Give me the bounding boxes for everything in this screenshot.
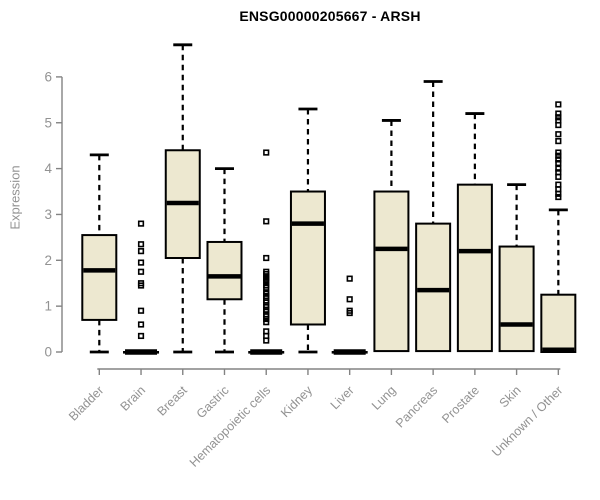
boxplot-gastric bbox=[206, 167, 243, 354]
outlier-point bbox=[263, 279, 270, 286]
x-category-label: Pancreas bbox=[393, 383, 440, 430]
outlier-point bbox=[263, 254, 270, 262]
boxplot-unknown-other bbox=[540, 101, 577, 353]
x-category-label: Kidney bbox=[278, 383, 315, 420]
outlier-point bbox=[346, 275, 353, 282]
iqr-box bbox=[540, 293, 577, 353]
outlier-point bbox=[346, 309, 353, 317]
iqr-box bbox=[415, 222, 452, 353]
outlier-point bbox=[555, 173, 562, 180]
y-tick-label: 6 bbox=[44, 69, 52, 84]
boxplot-hematopoietic-cells bbox=[248, 149, 285, 355]
x-category-label: Liver bbox=[328, 383, 357, 412]
outlier-point bbox=[555, 131, 562, 138]
iqr-box bbox=[498, 245, 535, 353]
boxplot-liver bbox=[331, 275, 368, 355]
x-category-label: Bladder bbox=[66, 383, 106, 423]
outlier-point bbox=[137, 259, 145, 266]
x-category-label: Unknown / Other bbox=[489, 383, 565, 459]
outlier-point bbox=[137, 268, 145, 275]
boxplot-brain bbox=[123, 220, 160, 355]
boxplot-pancreas bbox=[415, 80, 452, 353]
x-category-label: Breast bbox=[154, 383, 190, 419]
outlier-point bbox=[137, 307, 145, 314]
outlier-point bbox=[555, 110, 562, 117]
outlier-point bbox=[555, 152, 562, 159]
iqr-box bbox=[373, 190, 410, 353]
outlier-point bbox=[137, 248, 145, 255]
x-category-label: Gastric bbox=[194, 383, 232, 421]
boxplot-bladder bbox=[81, 153, 118, 354]
x-category-label: Brain bbox=[118, 383, 149, 414]
outlier-point bbox=[263, 337, 270, 344]
y-tick-label: 2 bbox=[44, 253, 52, 268]
boxplot-prostate bbox=[456, 112, 493, 353]
outlier-point bbox=[137, 282, 145, 289]
iqr-box bbox=[289, 190, 326, 326]
iqr-box bbox=[456, 183, 493, 353]
iqr-box bbox=[206, 240, 243, 301]
x-category-label: Lung bbox=[369, 383, 399, 413]
y-tick-label: 3 bbox=[44, 207, 52, 222]
y-tick-label: 1 bbox=[44, 299, 52, 314]
boxplot-lung bbox=[373, 119, 410, 353]
outlier-point bbox=[263, 149, 270, 156]
outlier-point bbox=[555, 149, 562, 156]
outlier-point bbox=[263, 319, 270, 326]
outlier-point bbox=[555, 190, 562, 197]
outlier-point bbox=[346, 296, 353, 303]
outlier-point bbox=[555, 114, 562, 121]
outlier-point bbox=[555, 156, 562, 163]
x-category-label: Skin bbox=[497, 383, 524, 410]
outlier-point bbox=[555, 159, 562, 167]
boxplot-kidney bbox=[289, 107, 326, 354]
outlier-point bbox=[555, 165, 562, 172]
outlier-point bbox=[263, 315, 270, 323]
y-tick-label: 5 bbox=[44, 115, 52, 130]
outlier-point bbox=[137, 220, 145, 227]
y-axis: 0 1 2 3 4 5 6 bbox=[44, 69, 63, 360]
outlier-point bbox=[555, 137, 562, 145]
outlier-point bbox=[137, 241, 145, 248]
x-category-label: Prostate bbox=[439, 383, 482, 426]
outlier-point bbox=[555, 193, 562, 201]
outlier-point bbox=[555, 101, 562, 108]
x-category-label: Hematopoietic cells bbox=[187, 383, 274, 470]
boxplot-skin bbox=[498, 183, 535, 353]
outlier-point bbox=[263, 218, 270, 225]
chart-title: ENSG00000205667 - ARSH bbox=[239, 8, 421, 24]
outlier-point bbox=[137, 332, 145, 340]
iqr-box bbox=[81, 234, 118, 321]
boxplot-breast bbox=[164, 43, 201, 354]
outlier-point bbox=[137, 321, 145, 328]
outlier-point bbox=[555, 121, 562, 129]
y-tick-label: 4 bbox=[44, 161, 52, 176]
y-tick-label: 0 bbox=[44, 345, 52, 360]
